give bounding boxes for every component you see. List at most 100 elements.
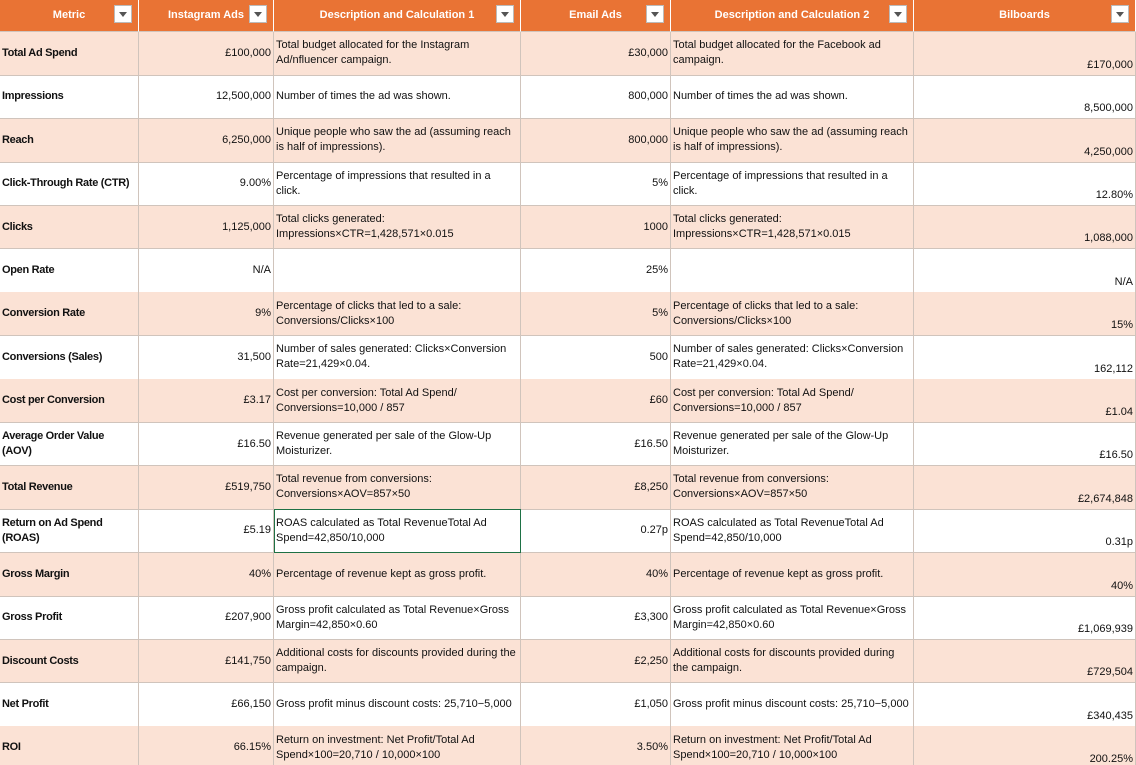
metric-cell[interactable]: Gross Margin bbox=[0, 552, 139, 597]
description-cell[interactable]: Additional costs for discounts provided … bbox=[671, 639, 914, 684]
filter-button[interactable] bbox=[646, 5, 664, 23]
description-cell[interactable]: Number of sales generated: Clicks×Conver… bbox=[671, 335, 914, 380]
metric-cell[interactable]: Click-Through Rate (CTR) bbox=[0, 162, 139, 207]
value-cell[interactable]: 40% bbox=[521, 552, 671, 597]
value-cell[interactable]: £16.50 bbox=[914, 422, 1136, 467]
value-cell[interactable]: 66.15% bbox=[139, 726, 274, 765]
metric-cell[interactable]: Clicks bbox=[0, 205, 139, 250]
value-cell[interactable]: £141,750 bbox=[139, 639, 274, 684]
description-cell[interactable]: Total clicks generated: Impressions×CTR=… bbox=[274, 205, 521, 250]
value-cell[interactable]: 500 bbox=[521, 335, 671, 380]
value-cell[interactable]: £66,150 bbox=[139, 683, 274, 727]
value-cell[interactable]: £100,000 bbox=[139, 32, 274, 76]
value-cell[interactable]: £3.17 bbox=[139, 379, 274, 424]
value-cell[interactable]: £519,750 bbox=[139, 466, 274, 510]
metric-cell[interactable]: Average Order Value (AOV) bbox=[0, 422, 139, 467]
filter-button[interactable] bbox=[249, 5, 267, 23]
value-cell[interactable]: £729,504 bbox=[914, 639, 1136, 684]
value-cell[interactable]: £8,250 bbox=[521, 466, 671, 510]
description-cell[interactable]: Cost per conversion: Total Ad Spend/ Con… bbox=[671, 379, 914, 424]
description-cell[interactable]: Number of times the ad was shown. bbox=[671, 75, 914, 120]
value-cell[interactable]: 40% bbox=[914, 552, 1136, 597]
value-cell[interactable]: 162,112 bbox=[914, 335, 1136, 380]
metric-cell[interactable]: Discount Costs bbox=[0, 639, 139, 684]
value-cell[interactable]: 1,088,000 bbox=[914, 205, 1136, 250]
description-cell[interactable]: Cost per conversion: Total Ad Spend/ Con… bbox=[274, 379, 521, 424]
metric-cell[interactable]: Total Revenue bbox=[0, 466, 139, 510]
value-cell[interactable]: 31,500 bbox=[139, 335, 274, 380]
value-cell[interactable]: 0.27p bbox=[521, 509, 671, 554]
description-cell[interactable]: Additional costs for discounts provided … bbox=[274, 639, 521, 684]
description-cell[interactable]: Percentage of clicks that led to a sale:… bbox=[671, 292, 914, 337]
description-cell[interactable]: Total budget allocated for the Instagram… bbox=[274, 32, 521, 76]
description-cell[interactable]: Total budget allocated for the Facebook … bbox=[671, 32, 914, 76]
description-cell[interactable]: Return on investment: Net Profit/Total A… bbox=[274, 726, 521, 765]
metric-cell[interactable]: Open Rate bbox=[0, 249, 139, 293]
value-cell[interactable]: 40% bbox=[139, 552, 274, 597]
value-cell[interactable]: £3,300 bbox=[521, 596, 671, 641]
value-cell[interactable]: 5% bbox=[521, 162, 671, 207]
description-cell[interactable]: Number of sales generated: Clicks×Conver… bbox=[274, 335, 521, 380]
description-cell[interactable]: Total revenue from conversions: Conversi… bbox=[671, 466, 914, 510]
value-cell[interactable]: 1,125,000 bbox=[139, 205, 274, 250]
description-cell[interactable]: Total clicks generated: Impressions×CTR=… bbox=[671, 205, 914, 250]
metric-cell[interactable]: Conversion Rate bbox=[0, 292, 139, 337]
description-cell[interactable]: Percentage of revenue kept as gross prof… bbox=[274, 552, 521, 597]
description-cell[interactable]: Percentage of impressions that resulted … bbox=[671, 162, 914, 207]
metric-cell[interactable]: Total Ad Spend bbox=[0, 32, 139, 76]
description-cell[interactable]: Gross profit calculated as Total Revenue… bbox=[671, 596, 914, 641]
metric-cell[interactable]: Return on Ad Spend (ROAS) bbox=[0, 509, 139, 554]
metric-cell[interactable]: ROI bbox=[0, 726, 139, 765]
value-cell[interactable]: 800,000 bbox=[521, 75, 671, 120]
value-cell[interactable]: 800,000 bbox=[521, 118, 671, 163]
metric-cell[interactable]: Gross Profit bbox=[0, 596, 139, 641]
value-cell[interactable]: £5.19 bbox=[139, 509, 274, 554]
value-cell[interactable]: 12.80% bbox=[914, 162, 1136, 207]
description-cell[interactable]: Percentage of impressions that resulted … bbox=[274, 162, 521, 207]
description-cell[interactable]: Revenue generated per sale of the Glow-U… bbox=[274, 422, 521, 467]
value-cell[interactable]: £30,000 bbox=[521, 32, 671, 76]
value-cell[interactable]: 6,250,000 bbox=[139, 118, 274, 163]
value-cell[interactable]: £16.50 bbox=[139, 422, 274, 467]
description-cell[interactable]: Revenue generated per sale of the Glow-U… bbox=[671, 422, 914, 467]
description-cell[interactable]: Unique people who saw the ad (assuming r… bbox=[671, 118, 914, 163]
filter-button[interactable] bbox=[889, 5, 907, 23]
metric-cell[interactable]: Reach bbox=[0, 118, 139, 163]
filter-button[interactable] bbox=[1111, 5, 1129, 23]
description-cell[interactable] bbox=[671, 249, 914, 293]
value-cell[interactable]: £207,900 bbox=[139, 596, 274, 641]
value-cell[interactable]: 12,500,000 bbox=[139, 75, 274, 120]
value-cell[interactable]: 4,250,000 bbox=[914, 118, 1136, 163]
value-cell[interactable]: 0.31p bbox=[914, 509, 1136, 554]
value-cell[interactable]: 3.50% bbox=[521, 726, 671, 765]
metric-cell[interactable]: Conversions (Sales) bbox=[0, 335, 139, 380]
description-cell[interactable]: Number of times the ad was shown. bbox=[274, 75, 521, 120]
value-cell[interactable]: 1000 bbox=[521, 205, 671, 250]
description-cell[interactable]: Unique people who saw the ad (assuming r… bbox=[274, 118, 521, 163]
value-cell[interactable]: N/A bbox=[139, 249, 274, 293]
description-cell[interactable]: Total revenue from conversions: Conversi… bbox=[274, 466, 521, 510]
value-cell[interactable]: £1.04 bbox=[914, 379, 1136, 424]
value-cell[interactable]: £340,435 bbox=[914, 683, 1136, 727]
description-cell[interactable]: Gross profit minus discount costs: 25,71… bbox=[274, 683, 521, 727]
value-cell[interactable]: £60 bbox=[521, 379, 671, 424]
value-cell[interactable]: 200.25% bbox=[914, 726, 1136, 765]
filter-button[interactable] bbox=[496, 5, 514, 23]
value-cell[interactable]: 15% bbox=[914, 292, 1136, 337]
description-cell[interactable]: Gross profit minus discount costs: 25,71… bbox=[671, 683, 914, 727]
value-cell[interactable]: £1,069,939 bbox=[914, 596, 1136, 641]
description-cell[interactable]: ROAS calculated as Total RevenueTotal Ad… bbox=[671, 509, 914, 554]
description-cell[interactable]: Percentage of clicks that led to a sale:… bbox=[274, 292, 521, 337]
metric-cell[interactable]: Cost per Conversion bbox=[0, 379, 139, 424]
value-cell[interactable]: 9% bbox=[139, 292, 274, 337]
value-cell[interactable]: £170,000 bbox=[914, 32, 1136, 76]
value-cell[interactable]: £1,050 bbox=[521, 683, 671, 727]
metric-cell[interactable]: Impressions bbox=[0, 75, 139, 120]
value-cell[interactable]: £16.50 bbox=[521, 422, 671, 467]
value-cell[interactable]: 9.00% bbox=[139, 162, 274, 207]
filter-button[interactable] bbox=[114, 5, 132, 23]
description-cell[interactable] bbox=[274, 249, 521, 293]
value-cell[interactable]: 25% bbox=[521, 249, 671, 293]
description-cell[interactable]: Percentage of revenue kept as gross prof… bbox=[671, 552, 914, 597]
value-cell[interactable]: N/A bbox=[914, 249, 1136, 293]
